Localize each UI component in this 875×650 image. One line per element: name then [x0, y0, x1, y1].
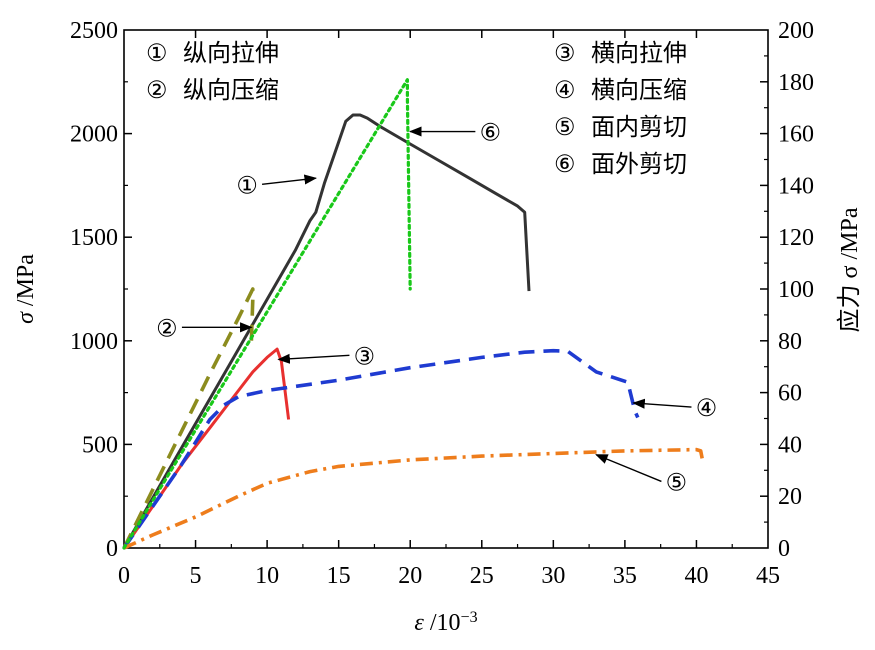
legend-right-text-3: 面内剪切: [591, 114, 687, 141]
legend-right-marker-2: ④: [554, 78, 576, 104]
y-left-axis-title: σ /MPa: [13, 254, 39, 324]
x-tick-label: 20: [398, 563, 422, 589]
legend-right-text-2: 横向压缩: [591, 77, 687, 104]
callout-label-4: ④: [696, 396, 718, 422]
y-right-tick-label: 120: [778, 225, 814, 251]
x-tick-label: 45: [756, 563, 780, 589]
legend-right-text-4: 面外剪切: [591, 151, 687, 178]
y-left-tick-label: 1500: [70, 225, 118, 251]
y-left-tick-label: 2500: [70, 18, 118, 44]
legend-left-text-1: 纵向拉伸: [183, 40, 279, 67]
legend: ① 纵向拉伸 ② 纵向压缩 ③ 横向拉伸 ④ 横向压缩 ⑤ 面内剪切 ⑥ 面外剪切: [146, 40, 687, 178]
y-right-tick-label: 200: [778, 18, 814, 44]
legend-right-marker-3: ⑤: [554, 115, 576, 141]
legend-right-text-1: 横向拉伸: [591, 40, 687, 67]
y-right-tick-label: 40: [778, 432, 802, 458]
callout-label-5: ⑤: [666, 470, 688, 496]
y-left-tick-label: 500: [82, 432, 118, 458]
series-lines: [122, 78, 704, 550]
callout-label-1: ①: [236, 173, 258, 199]
callouts: ① ② ③ ④ ⑤ ⑥: [156, 121, 717, 497]
x-tick-label: 25: [470, 563, 494, 589]
legend-left-marker-1: ①: [146, 41, 168, 67]
legend-left-text-2: 纵向压缩: [183, 77, 279, 104]
series-line-1: [122, 113, 531, 549]
callout-arrow-1: [261, 174, 318, 186]
y-left-tick-label: 2000: [70, 122, 118, 148]
x-tick-label: 0: [118, 563, 130, 589]
series-line-6: [122, 78, 412, 550]
y-right-tick-label: 20: [778, 484, 802, 510]
x-tick-label: 40: [684, 563, 708, 589]
y-right-tick-label: 140: [778, 173, 814, 199]
x-tick-label: 35: [613, 563, 637, 589]
callout-arrow-4: [632, 398, 692, 409]
y-right-tick-label: 0: [778, 536, 790, 562]
y-right-tick-label: 80: [778, 329, 802, 355]
series-line-2: [122, 287, 255, 549]
legend-right-marker-1: ③: [554, 41, 576, 67]
y-right-tick-label: 60: [778, 381, 802, 407]
series-line-5: [123, 447, 704, 550]
y-right-axis-title: 应力 σ /MPa: [836, 207, 863, 332]
callout-label-6: ⑥: [480, 121, 502, 147]
callout-label-2: ②: [156, 316, 178, 342]
y-right-tick-label: 160: [778, 122, 814, 148]
y-right-tick-label: 180: [778, 70, 814, 96]
y-left-tick-label: 1000: [70, 329, 118, 355]
y-left-tick-label: 0: [106, 536, 118, 562]
y-right-tick-label: 100: [778, 277, 814, 303]
axes: 0 5 10 15 20 25 30 35 40 450500100015002000250002…: [13, 18, 863, 636]
x-tick-label: 15: [327, 563, 351, 589]
callout-arrow-3: [277, 353, 350, 364]
x-axis-title: ε /10−3: [414, 609, 477, 637]
series-line-4: [122, 348, 640, 550]
legend-right-marker-4: ⑥: [554, 152, 576, 178]
x-tick-label: 10: [255, 563, 279, 589]
legend-left-marker-2: ②: [146, 78, 168, 104]
x-tick-label: 30: [541, 563, 565, 589]
x-tick-label: 5: [190, 563, 202, 589]
callout-arrow-5: [595, 454, 662, 483]
callout-label-3: ③: [354, 344, 376, 370]
